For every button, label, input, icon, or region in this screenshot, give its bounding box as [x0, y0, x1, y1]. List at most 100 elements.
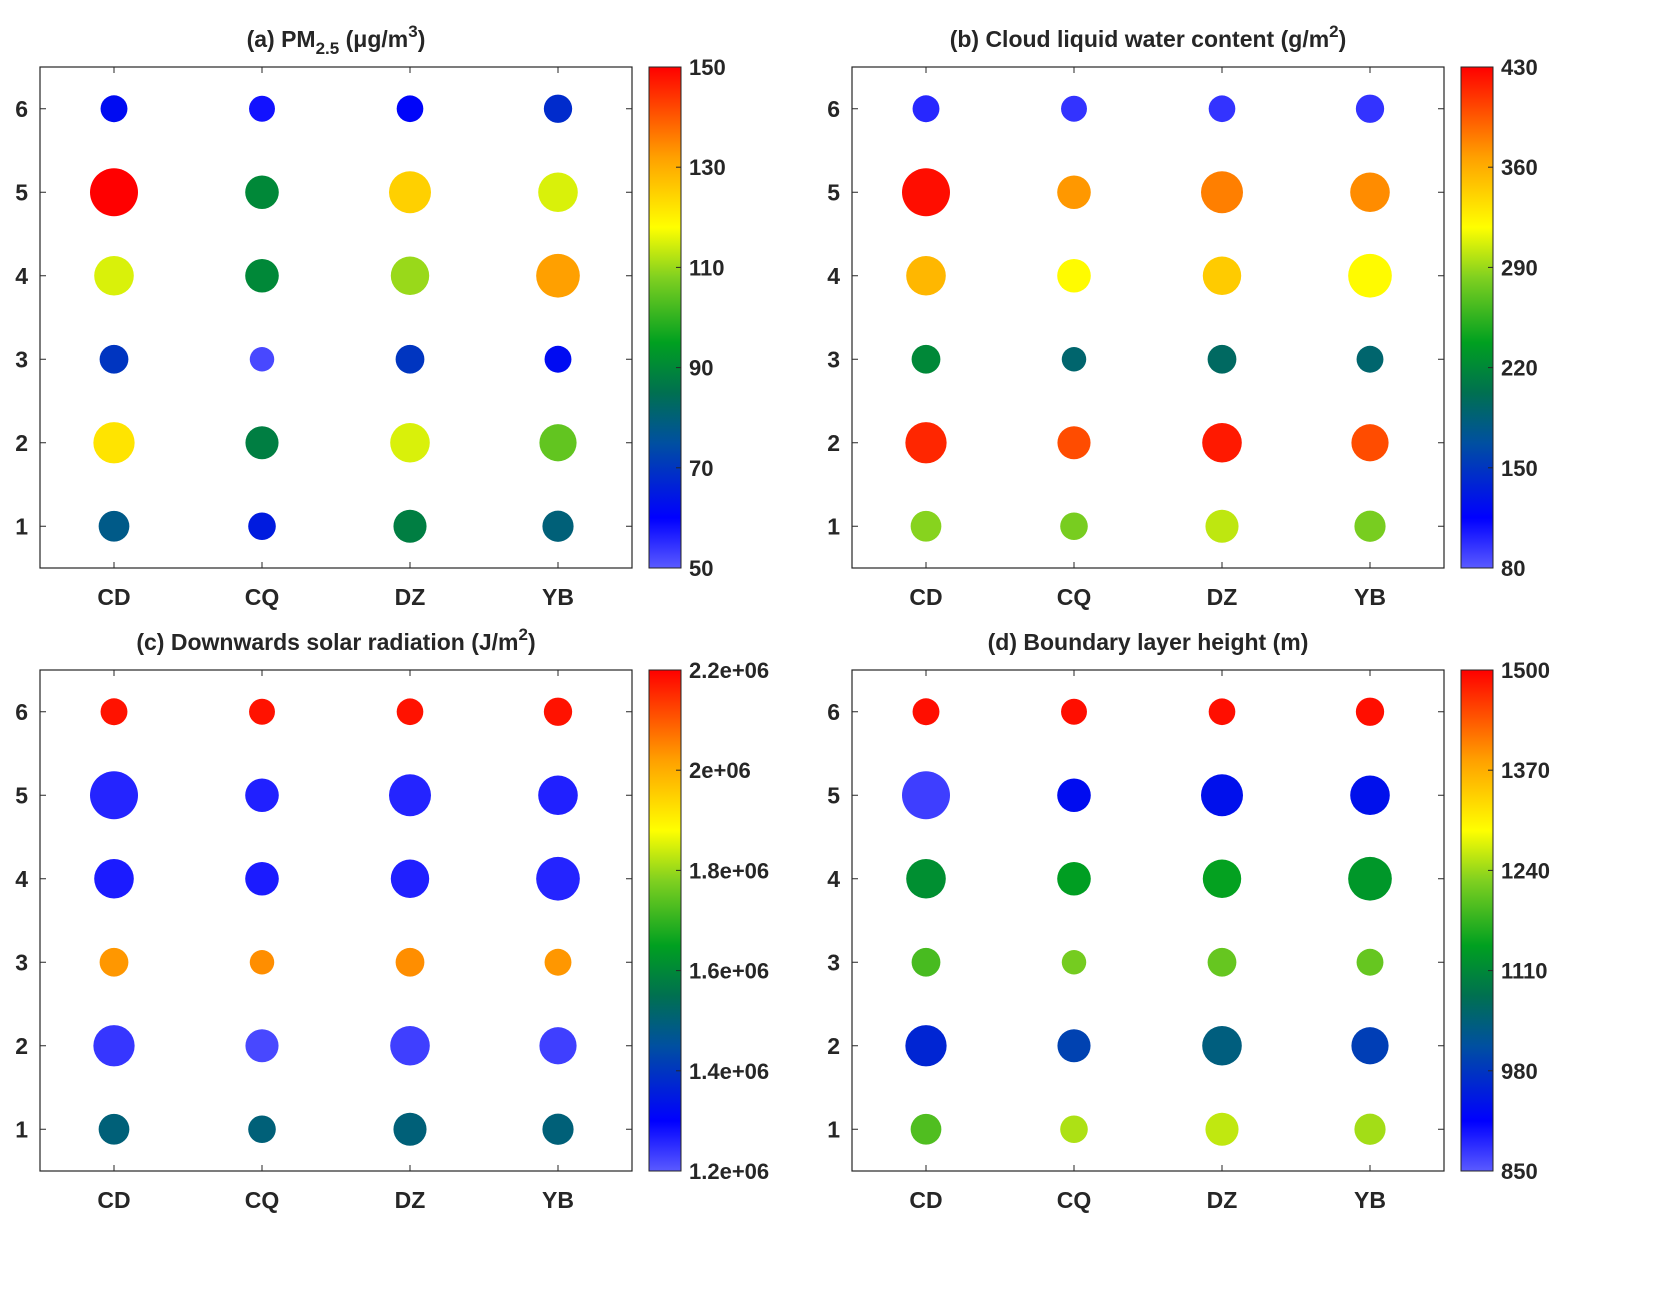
colorbar-tick-label: 1500 — [1501, 658, 1550, 683]
colorbar-tick-label: 50 — [689, 556, 713, 581]
bubble-CQ-6 — [1061, 95, 1087, 122]
colorbar-tick-label: 850 — [1501, 1159, 1538, 1184]
x-tick-label: CQ — [1057, 1187, 1092, 1213]
panel-title: (a) PM2.5 (μg/m3) — [247, 22, 426, 58]
bubble-YB-3 — [1356, 948, 1384, 976]
bubble-CD-3 — [911, 947, 941, 977]
title-post: ) — [528, 629, 536, 655]
colorbar-tick-label: 2.2e+06 — [689, 658, 769, 683]
panel-c: (c) Downwards solar radiation (J/m2)CD CQ… — [15, 625, 769, 1213]
title-pre: (b) Cloud liquid water content (g/m — [950, 26, 1329, 52]
bubble-CQ-2 — [1057, 426, 1091, 460]
y-tick-label: 1 — [15, 1116, 28, 1142]
bubble-CQ-1 — [248, 1115, 276, 1144]
bubble-DZ-2 — [390, 422, 430, 463]
bubble-DZ-5 — [389, 171, 431, 214]
bubble-CD-5 — [90, 168, 138, 217]
colorbar-tick-label: 360 — [1501, 155, 1538, 180]
bubble-YB-5 — [538, 172, 578, 213]
colorbar-tick-label: 70 — [689, 456, 713, 481]
x-tick-label: YB — [1354, 1187, 1386, 1213]
bubble-CQ-6 — [249, 95, 275, 122]
panel-title: (c) Downwards solar radiation (J/m2) — [136, 625, 535, 655]
bubble-DZ-6 — [396, 698, 424, 726]
bubble-CD-3 — [99, 344, 129, 374]
bubble-CD-6 — [912, 698, 940, 726]
x-tick-label: YB — [1354, 584, 1386, 610]
bubble-DZ-5 — [1201, 774, 1243, 817]
bubble-CQ-3 — [1061, 347, 1087, 372]
colorbar — [648, 66, 682, 569]
x-tick-label: CQ — [1057, 584, 1092, 610]
y-tick-label: 2 — [827, 1033, 840, 1059]
bubble-CQ-4 — [1057, 861, 1091, 896]
y-tick-label: 3 — [15, 346, 28, 372]
panel-d: (d) Boundary layer height (m) CD CQ DZ YB 1 2 3… — [827, 629, 1550, 1213]
bubble-DZ-2 — [1202, 1025, 1242, 1066]
colorbar-tick-label: 220 — [1501, 356, 1538, 381]
bubble-CD-4 — [94, 255, 134, 296]
panel-title: (d) Boundary layer height (m) — [988, 629, 1309, 655]
x-tick-label: DZ — [1207, 584, 1238, 610]
bubble-CD-3 — [99, 947, 129, 977]
bubble-YB-6 — [543, 697, 573, 726]
panel-a: (a) PM2.5 (μg/m3)CD CQ DZ YB123456507090110… — [15, 22, 726, 610]
bubble-CQ-2 — [245, 1029, 279, 1063]
bubble-YB-3 — [544, 345, 572, 373]
bubble-YB-1 — [542, 1113, 574, 1145]
title-mid: (μg/m — [339, 26, 408, 52]
bubble-CD-4 — [94, 858, 134, 899]
y-tick-label: 4 — [827, 866, 840, 892]
x-tick-label: CD — [97, 1187, 130, 1213]
bubble-CD-6 — [100, 95, 128, 123]
bubble-CQ-2 — [245, 426, 279, 460]
title-sup: 2 — [1329, 22, 1338, 41]
bubble-CD-1 — [98, 1113, 130, 1145]
y-tick-label: 3 — [827, 346, 840, 372]
x-tick-label: CQ — [245, 1187, 280, 1213]
bubble-CD-2 — [93, 422, 135, 464]
y-tick-label: 4 — [827, 263, 840, 289]
axes-box — [851, 669, 1445, 1172]
bubble-YB-2 — [539, 424, 577, 462]
bubble-DZ-4 — [1202, 859, 1242, 898]
bubble-CD-4 — [906, 255, 946, 296]
bubble-DZ-6 — [1208, 698, 1236, 726]
y-tick-label: 6 — [15, 699, 28, 725]
colorbar-tick-label: 1.4e+06 — [689, 1059, 769, 1084]
bubble-DZ-3 — [395, 344, 425, 374]
colorbar — [1460, 669, 1494, 1172]
bubble-DZ-3 — [1207, 947, 1237, 977]
bubble-CQ-6 — [249, 698, 275, 725]
colorbar-tick-label: 90 — [689, 356, 713, 381]
y-tick-label: 6 — [827, 96, 840, 122]
bubble-DZ-6 — [1208, 95, 1236, 123]
bubble-CD-3 — [911, 344, 941, 374]
bubble-YB-1 — [542, 510, 574, 542]
bubble-DZ-2 — [1202, 422, 1242, 463]
bubble-CQ-3 — [1061, 950, 1087, 975]
colorbar-tick-label: 2e+06 — [689, 758, 751, 783]
bubble-CQ-4 — [1057, 258, 1091, 293]
colorbar-tick-label: 80 — [1501, 556, 1525, 581]
bubble-CQ-1 — [248, 512, 276, 541]
bubble-CD-2 — [93, 1025, 135, 1067]
bubble-CD-2 — [905, 1025, 947, 1067]
colorbar-tick-label: 1240 — [1501, 858, 1550, 883]
bubble-DZ-4 — [390, 859, 430, 898]
y-tick-label: 2 — [15, 1033, 28, 1059]
y-tick-label: 5 — [15, 782, 28, 808]
bubble-YB-5 — [538, 775, 578, 816]
x-tick-label: CD — [909, 1187, 942, 1213]
title-pre: (c) Downwards solar radiation (J/m — [136, 629, 518, 655]
x-tick-label: DZ — [395, 584, 426, 610]
y-tick-label: 2 — [15, 430, 28, 456]
bubble-DZ-1 — [1205, 1112, 1239, 1146]
bubble-YB-6 — [543, 94, 573, 123]
y-tick-label: 4 — [15, 263, 28, 289]
bubble-CD-6 — [912, 95, 940, 123]
bubble-DZ-2 — [390, 1025, 430, 1066]
bubble-YB-2 — [539, 1027, 577, 1065]
y-tick-label: 5 — [827, 782, 840, 808]
